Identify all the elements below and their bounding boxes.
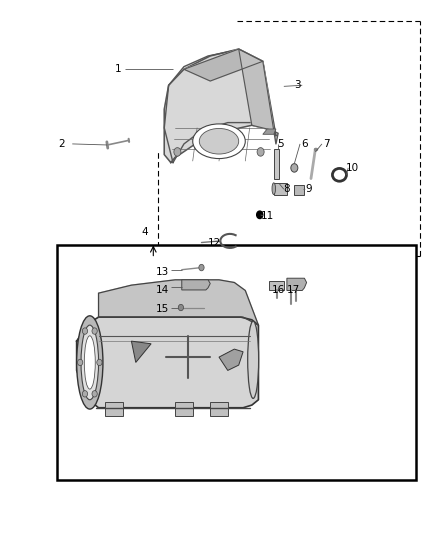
Circle shape [257,148,264,156]
Bar [274,183,287,195]
Polygon shape [164,51,278,163]
Text: 5: 5 [277,139,284,149]
Bar [274,149,279,179]
Ellipse shape [248,321,258,399]
Text: 16: 16 [272,286,285,295]
Bar [105,402,123,416]
Circle shape [82,328,88,334]
Polygon shape [287,278,307,290]
Polygon shape [184,49,263,81]
Circle shape [174,148,181,156]
Polygon shape [219,349,243,370]
Text: 6: 6 [301,139,308,149]
Text: 7: 7 [323,139,330,149]
Circle shape [199,264,204,271]
Circle shape [92,391,97,397]
Text: 14: 14 [155,286,169,295]
Text: 1: 1 [115,64,122,74]
Ellipse shape [272,183,276,195]
Circle shape [257,211,263,219]
Ellipse shape [193,124,245,159]
Text: 3: 3 [294,80,301,90]
Polygon shape [182,280,210,290]
Circle shape [92,328,97,334]
Bar [175,402,193,416]
Text: 4: 4 [141,227,148,237]
Bar [294,185,304,195]
Polygon shape [99,280,258,325]
Text: 2: 2 [58,139,65,149]
Bar [210,402,228,416]
Circle shape [82,391,88,397]
Circle shape [78,359,83,366]
Text: 12: 12 [208,238,221,247]
Text: 17: 17 [287,286,300,295]
Polygon shape [164,49,276,163]
Polygon shape [77,317,258,408]
Ellipse shape [84,336,95,389]
Bar [57,245,416,480]
Polygon shape [239,49,274,131]
Circle shape [97,359,102,366]
Text: 11: 11 [261,211,274,221]
Circle shape [178,304,184,311]
Ellipse shape [81,325,99,400]
Ellipse shape [77,316,103,409]
Circle shape [291,164,298,172]
Polygon shape [263,129,276,134]
Text: 15: 15 [155,304,169,314]
Text: 9: 9 [305,184,312,194]
Text: 10: 10 [346,163,359,173]
Polygon shape [269,281,284,290]
Text: 13: 13 [155,267,169,277]
Text: 8: 8 [283,184,290,194]
Ellipse shape [199,128,239,154]
Polygon shape [131,341,151,362]
